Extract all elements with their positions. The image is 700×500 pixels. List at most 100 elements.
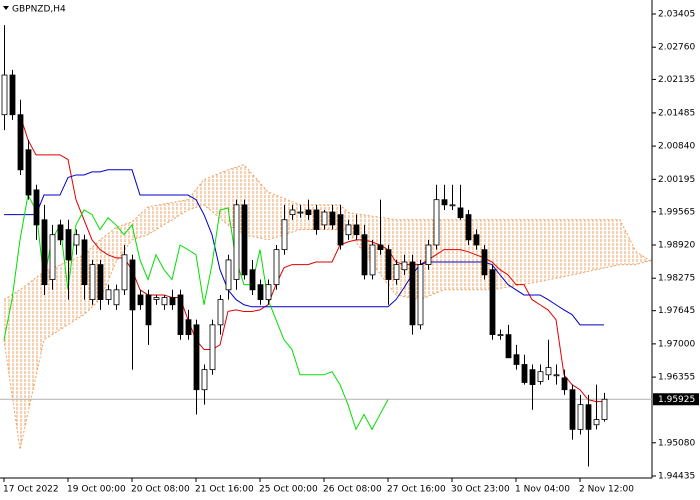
candle-body — [377, 244, 384, 251]
candle-body — [257, 284, 264, 300]
x-tick-label: 26 Oct 08:00 — [323, 485, 382, 495]
candle-body — [537, 371, 544, 382]
y-tick-label: 1.95080 — [658, 438, 695, 448]
y-tick-label: 1.96355 — [658, 373, 695, 383]
candle-body — [433, 199, 440, 246]
candle-body — [577, 404, 584, 430]
candle-body — [385, 249, 392, 280]
candle-body — [361, 234, 368, 276]
candle-body — [193, 324, 200, 391]
candle-body — [369, 244, 376, 276]
candle-body — [161, 297, 168, 306]
candle-body — [105, 289, 112, 300]
x-tick-label: 17 Oct 2022 — [3, 485, 59, 495]
candle-body — [513, 354, 520, 365]
candle-body — [497, 334, 504, 337]
candle-body — [561, 377, 568, 391]
candle-body — [313, 209, 320, 230]
candle-body — [321, 211, 328, 226]
candle-body — [65, 229, 72, 261]
menu-triangle[interactable] — [3, 6, 9, 10]
y-tick-label: 1.97645 — [658, 306, 695, 316]
y-tick-label: 2.02760 — [658, 43, 695, 53]
candle-body — [489, 269, 496, 336]
candle-body — [185, 319, 192, 336]
candle-body — [217, 299, 224, 326]
candle-body — [449, 204, 456, 207]
candle-body — [41, 219, 48, 286]
candle-body — [17, 114, 24, 171]
symbol-title: GBPNZD,H4 — [12, 5, 66, 15]
x-tick-label: 25 Oct 00:00 — [259, 485, 318, 495]
candle-body — [569, 389, 576, 430]
candle-body — [9, 74, 16, 116]
candle-body — [353, 224, 360, 236]
candle-body — [521, 364, 528, 383]
candle-body — [121, 254, 128, 291]
x-tick-label: 30 Oct 23:00 — [451, 485, 510, 495]
indicator-line — [19, 114, 604, 403]
candle-body — [57, 224, 64, 241]
x-tick-label: 2 Nov 12:00 — [579, 485, 634, 495]
y-tick-label: 2.00840 — [658, 142, 695, 152]
candle-body — [73, 234, 80, 246]
y-tick-label: 1.97000 — [658, 339, 695, 349]
candle-body — [553, 374, 560, 377]
candle-body — [81, 239, 88, 286]
candle-body — [393, 264, 400, 280]
candle-body — [129, 259, 136, 311]
candle-body — [585, 404, 592, 430]
candle-body — [241, 204, 248, 276]
candle-body — [441, 199, 448, 206]
candle-body — [145, 294, 152, 326]
candle-body — [177, 294, 184, 336]
candle-body — [505, 334, 512, 359]
candle-body — [473, 234, 480, 246]
last-price-box — [653, 393, 699, 406]
candle-body — [201, 369, 208, 391]
y-tick-label: 1.94435 — [658, 471, 695, 481]
last-price-label: 1.95925 — [658, 395, 695, 405]
candle-body — [529, 369, 536, 385]
x-tick-label: 21 Oct 16:00 — [195, 485, 254, 495]
candle-body — [137, 294, 144, 306]
cloud-fill — [4, 164, 652, 450]
candle-body — [249, 269, 256, 291]
candle-body — [457, 207, 464, 219]
candle-body — [337, 214, 344, 246]
candle-body — [49, 234, 56, 280]
candle-body — [481, 249, 488, 276]
candle-body — [113, 289, 120, 306]
candle-body — [593, 419, 600, 426]
candle-body — [169, 297, 176, 306]
candle-body — [297, 211, 304, 214]
candle-body — [209, 324, 216, 371]
y-tick-label: 1.98275 — [658, 274, 695, 284]
candle-body — [401, 261, 408, 271]
candle-body — [97, 264, 104, 300]
cloud-edge — [3, 164, 653, 301]
candle-body — [89, 264, 96, 300]
x-tick-label: 20 Oct 08:00 — [131, 485, 190, 495]
indicator-line — [4, 169, 604, 326]
candle-body — [417, 264, 424, 326]
candle-body — [425, 244, 432, 265]
candle-body — [545, 367, 552, 376]
candle-body — [33, 189, 40, 226]
candle-body — [265, 284, 272, 300]
y-tick-label: 2.02135 — [658, 75, 695, 85]
candle-body — [153, 297, 160, 300]
candle-body — [233, 204, 240, 280]
y-tick-label: 2.03405 — [658, 10, 695, 20]
candle-body — [329, 211, 336, 226]
candle-body — [305, 209, 312, 216]
candle-body — [25, 149, 32, 196]
candle-body — [1, 74, 8, 116]
y-tick-label: 1.99565 — [658, 207, 695, 217]
x-tick-label: 1 Nov 04:00 — [515, 485, 570, 495]
candle-body — [465, 214, 472, 241]
y-tick-label: 2.01485 — [658, 108, 695, 118]
x-tick-label: 27 Oct 16:00 — [387, 485, 446, 495]
candle-body — [601, 398, 608, 420]
